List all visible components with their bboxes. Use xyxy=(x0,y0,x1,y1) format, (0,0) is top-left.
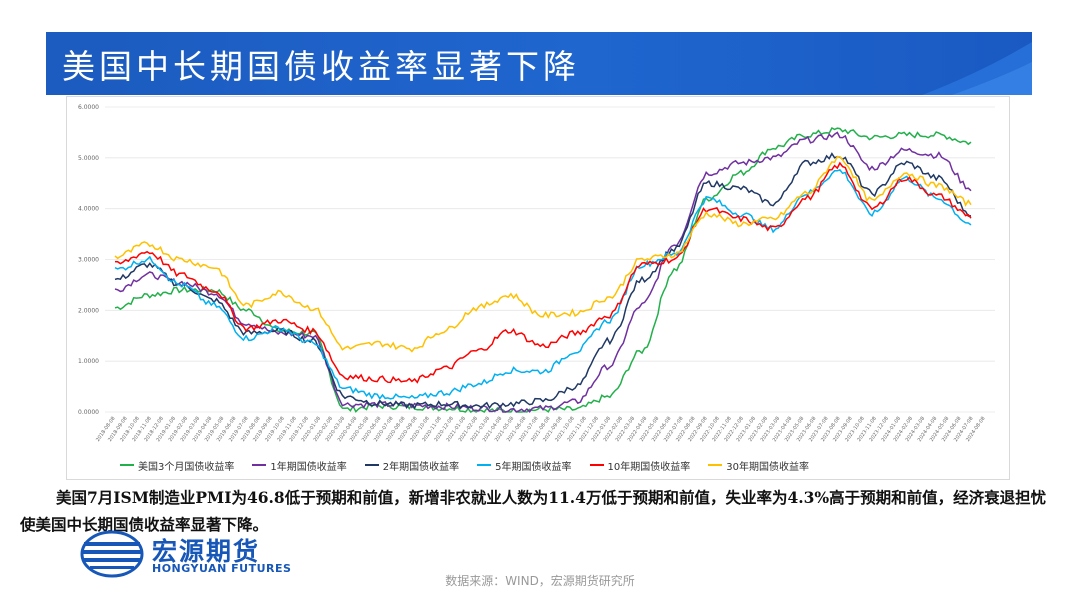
series-line xyxy=(114,155,972,353)
legend-item: 2年期国债收益率 xyxy=(364,458,460,473)
legend-item: 10年期国债收益率 xyxy=(589,458,691,473)
logo-en-text: HONGYUAN FUTURES xyxy=(152,562,292,575)
legend-swatch xyxy=(252,464,267,466)
series-line xyxy=(114,169,972,400)
data-source: 数据来源：WIND，宏源期货研究所 xyxy=(445,574,635,588)
banner-decoration xyxy=(922,42,1032,95)
legend-label: 30年期国债收益率 xyxy=(726,461,809,473)
legend-item: 1年期国债收益率 xyxy=(252,458,347,473)
yield-line-chart: 0.0000 1.0000 2.0000 3.0000 4.0000 5.0000 6.00… xyxy=(78,104,995,443)
y-tick-label: 2.0000 xyxy=(78,307,99,314)
series-line xyxy=(114,161,972,384)
legend-swatch xyxy=(364,464,379,466)
y-tick-label: 3.0000 xyxy=(78,257,99,264)
legend-swatch xyxy=(708,464,723,466)
legend-swatch xyxy=(477,464,492,466)
y-tick-label: 6.0000 xyxy=(78,104,99,111)
series-line xyxy=(114,126,972,413)
logo-cn-text: 宏源期货 xyxy=(152,537,261,566)
y-tick-label: 5.0000 xyxy=(78,155,99,162)
legend-item: 美国3个月国债收益率 xyxy=(120,458,235,473)
legend-label: 2年期国债收益率 xyxy=(382,461,460,473)
series-line xyxy=(114,131,972,413)
legend-item: 30年期国债收益率 xyxy=(708,458,809,473)
legend-label: 10年期国债收益率 xyxy=(607,461,691,473)
logo-icon xyxy=(80,530,144,578)
legend-label: 美国3个月国债收益率 xyxy=(138,461,235,473)
legend-item: 5年期国债收益率 xyxy=(477,458,572,473)
chart-legend: 美国3个月国债收益率 1年期国债收益率 2年期国债收益率 5年期国债收益率 10… xyxy=(120,458,809,473)
legend-label: 5年期国债收益率 xyxy=(495,461,572,473)
commentary-text: 美国7月ISM制造业PMI为46.8低于预期和前值，新增非农就业人数为11.4万… xyxy=(20,488,1047,534)
y-tick-label: 4.0000 xyxy=(78,206,99,213)
y-tick-label: 0.0000 xyxy=(78,409,99,416)
company-logo: 宏源期货 HONGYUAN FUTURES xyxy=(80,530,320,580)
y-tick-label: 1.0000 xyxy=(78,358,99,365)
legend-swatch xyxy=(589,464,604,466)
legend-label: 1年期国债收益率 xyxy=(270,461,347,473)
series-line xyxy=(114,152,972,410)
title-banner: 美国中长期国债收益率显著下降 xyxy=(46,32,1032,95)
legend-swatch xyxy=(120,464,134,466)
page-title: 美国中长期国债收益率显著下降 xyxy=(62,47,580,86)
chart-panel: 0.0000 1.0000 2.0000 3.0000 4.0000 5.0000 6.00… xyxy=(66,96,1010,480)
